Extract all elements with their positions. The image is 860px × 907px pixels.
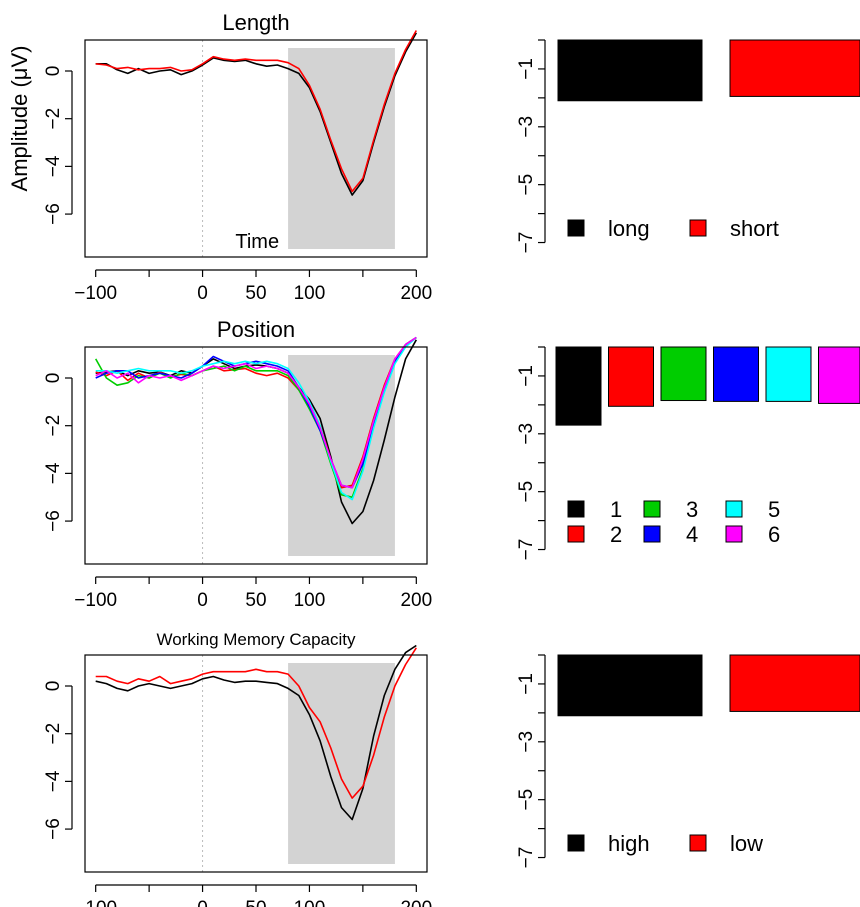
line-panel-0-y-tick-label: −6 (43, 203, 64, 225)
bar-panel-0-legend-label: long (608, 216, 650, 241)
line-panel-1-x-tick-label: 50 (245, 590, 266, 611)
line-panel-2-window (288, 663, 395, 864)
bar-panel-0-bar-short (729, 39, 860, 97)
line-panel-0-x-tick-label: 50 (245, 283, 266, 304)
bar-panel-0-y-tick-label: −1 (516, 58, 537, 80)
line-panel-0-title: Length (222, 10, 289, 35)
line-panel-1-window (288, 355, 395, 556)
bar-panel-2-y-tick-label: −5 (516, 789, 537, 811)
bar-panel-1-legend-label: 4 (686, 522, 698, 547)
line-panel-1-y-tick-label: −4 (43, 462, 64, 484)
bar-panel-2-legend-swatch (689, 834, 707, 852)
bar-panel-1-legend-label: 6 (768, 522, 780, 547)
bar-panel-2-bar-high (557, 654, 703, 717)
line-panel-2-y-tick-label: 0 (43, 681, 64, 692)
bar-panel-0-y-tick-label: −7 (516, 232, 537, 254)
bar-panel-1-legend-swatch (643, 500, 661, 518)
bar-panel-0-legend-swatch (689, 219, 707, 237)
line-panel-0-x-tick-label: 0 (197, 283, 208, 304)
bar-panel-0-legend-label: short (730, 216, 779, 241)
line-panel-1-title: Position (217, 317, 295, 342)
line-panel-2-x-tick-label: 200 (400, 898, 432, 907)
line-panel-2-y-tick-label: −2 (43, 723, 64, 745)
line-panel-0-y-tick-label: 0 (43, 66, 64, 77)
bar-panel-2-bar-low (729, 654, 860, 712)
line-panel-2-series-low (95, 647, 417, 799)
line-panel-0-x-tick-label: 200 (400, 283, 432, 304)
line-panel-0-x-tick-label: −100 (74, 283, 117, 304)
line-panel-2-series-high (95, 644, 417, 821)
line-panel-1-x-tick-label: 200 (400, 590, 432, 611)
line-panel-2-title: Working Memory Capacity (156, 630, 356, 649)
bar-panel-1-legend-label: 1 (610, 497, 622, 522)
bar-panel-2-legend-label: high (608, 831, 650, 856)
line-panel-1-series-1 (95, 339, 417, 525)
bar-panel-1-bar-5 (765, 346, 812, 402)
bar-panel-1-legend-label: 5 (768, 497, 780, 522)
line-panel-0-window (288, 48, 395, 249)
bar-panel-0-legend-swatch (567, 219, 585, 237)
bar-panel-1-y-tick-label: −5 (516, 481, 537, 503)
bar-panel-1-bar-3 (660, 346, 707, 402)
bar-panel-0-y-tick-label: −5 (516, 174, 537, 196)
line-panel-0-series-long (95, 32, 417, 196)
line-panel-0-annotation: Time (235, 231, 279, 253)
line-panel-1-x-tick-label: −100 (74, 590, 117, 611)
line-panel-0-x-tick-label: 100 (294, 283, 326, 304)
y-axis-label: Amplitude (μV) (7, 46, 32, 192)
bar-panel-2-y-tick-label: −3 (516, 731, 537, 753)
bar-panel-1-legend-swatch (567, 525, 585, 543)
line-panel-0-series-short (95, 30, 417, 193)
bar-panel-0-bar-long (557, 39, 703, 102)
line-panel-2-y-tick-label: −6 (43, 818, 64, 840)
bar-panel-2-y-tick-label: −1 (516, 673, 537, 695)
line-panel-1-y-tick-label: 0 (43, 373, 64, 384)
line-panel-2-x-tick-label: 50 (245, 898, 266, 907)
line-panel-2-y-tick-label: −4 (43, 770, 64, 792)
line-panel-1-frame (84, 346, 428, 565)
bar-panel-1-bar-4 (713, 346, 759, 402)
bar-panel-1-y-tick-label: −1 (516, 365, 537, 387)
bar-panel-1-legend-swatch (725, 525, 743, 543)
bar-panel-1-legend-swatch (725, 500, 743, 518)
line-panel-0-y-tick-label: −2 (43, 108, 64, 130)
bar-panel-1-bar-6 (818, 346, 860, 404)
bar-panel-1-bar-2 (608, 346, 654, 407)
bar-panel-1-y-tick-label: −7 (516, 539, 537, 561)
line-panel-1-y-tick-label: −6 (43, 510, 64, 532)
bar-panel-1-bar-1 (555, 346, 602, 426)
line-panel-1-series-6 (95, 336, 417, 489)
bar-panel-1-y-tick-label: −3 (516, 423, 537, 445)
line-panel-2-x-tick-label: −100 (74, 898, 117, 907)
bar-panel-2-legend-label: low (730, 831, 763, 856)
line-panel-1-x-tick-label: 0 (197, 590, 208, 611)
bar-panel-1-legend-label: 2 (610, 522, 622, 547)
bar-panel-1-legend-label: 3 (686, 497, 698, 522)
line-panel-0-frame (84, 39, 428, 258)
bar-panel-1-legend-swatch (567, 500, 585, 518)
bar-panel-2-legend-swatch (567, 834, 585, 852)
bar-panel-1-legend-swatch (643, 525, 661, 543)
line-panel-1-series-5 (95, 336, 417, 501)
bar-panel-0-y-tick-label: −3 (516, 116, 537, 138)
line-panel-0-y-tick-label: −4 (43, 155, 64, 177)
line-panel-1-x-tick-label: 100 (294, 590, 326, 611)
bar-panel-2-y-tick-label: −7 (516, 847, 537, 869)
line-panel-1-y-tick-label: −2 (43, 415, 64, 437)
line-panel-2-frame (84, 654, 428, 873)
line-panel-2-x-tick-label: 100 (294, 898, 326, 907)
line-panel-2-x-tick-label: 0 (197, 898, 208, 907)
